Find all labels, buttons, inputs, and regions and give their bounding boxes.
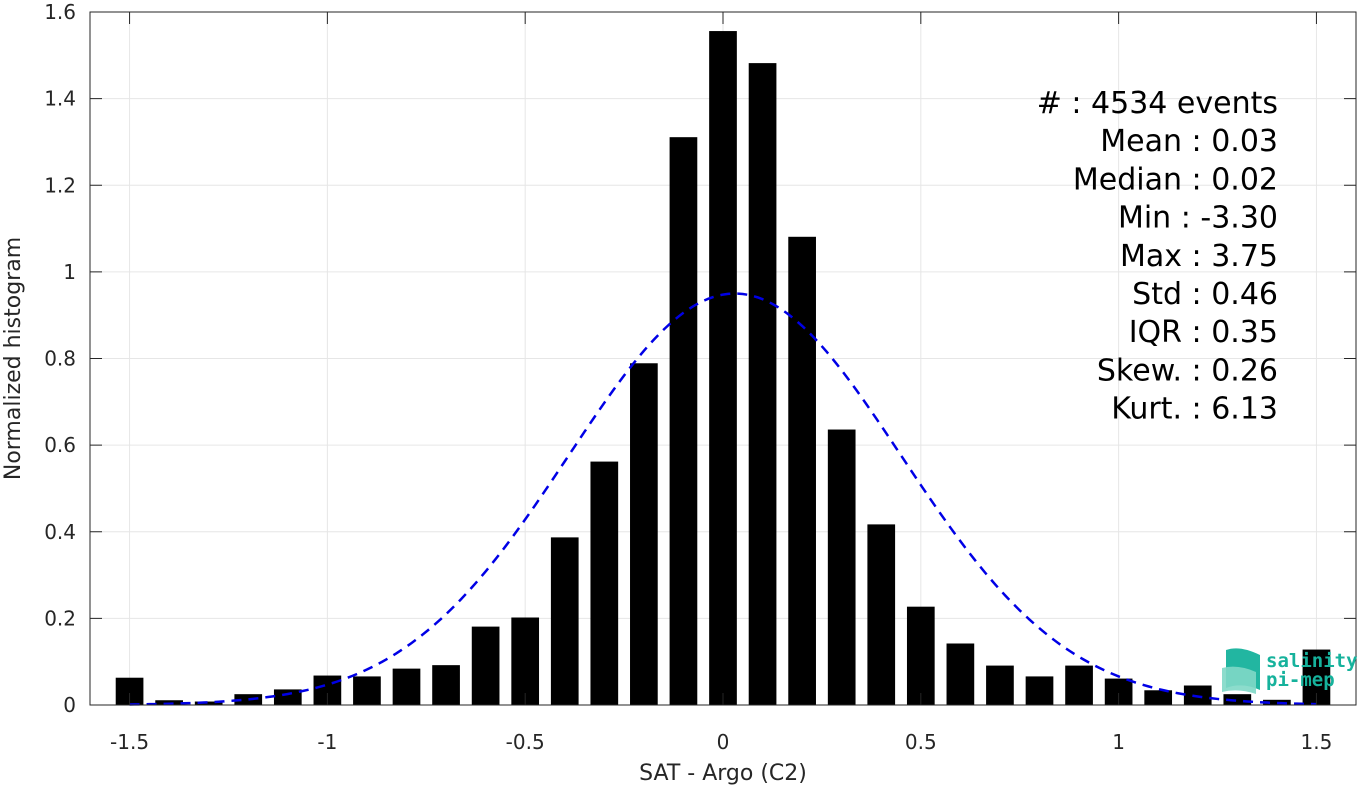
histogram-bar [669, 137, 698, 706]
histogram-bar [827, 429, 856, 705]
y-axis-label: Normalized histogram [1, 237, 26, 480]
x-tick-label: 1.5 [1301, 730, 1333, 754]
histogram-bar [1263, 699, 1291, 705]
y-tick-label: 0.8 [44, 347, 76, 371]
histogram-bar [471, 626, 500, 705]
histogram-bar [630, 363, 658, 705]
x-tick-label: -0.5 [506, 730, 545, 754]
stat-line: # : 4534 events [1037, 86, 1278, 121]
salinity-pimep-logo: salinity pi-mep [1222, 648, 1358, 694]
histogram-bar [590, 461, 619, 705]
histogram-bar [1065, 665, 1093, 705]
y-tick-label: 0.4 [44, 520, 76, 544]
logo-mark-icon [1222, 648, 1260, 694]
histogram-bar [986, 665, 1014, 705]
y-tick-label: 1.2 [44, 173, 76, 197]
histogram-bar [709, 31, 737, 706]
y-tick-label: 1 [63, 260, 76, 284]
y-tick-label: 1.6 [44, 0, 76, 24]
x-tick-label: -1.5 [110, 730, 149, 754]
x-axis-label: SAT - Argo (C2) [639, 761, 807, 786]
y-tick-label: 0.6 [44, 433, 76, 457]
stat-line: IQR : 0.35 [1129, 315, 1278, 350]
histogram-bar [788, 236, 816, 705]
x-tick-label: 0 [717, 730, 730, 754]
logo-line2: pi-mep [1266, 669, 1335, 691]
stat-line: Min : -3.30 [1118, 201, 1278, 236]
histogram-bar [511, 617, 540, 705]
x-tick-label: -1 [317, 730, 337, 754]
histogram-bar [194, 701, 223, 705]
histogram-bar [748, 63, 777, 705]
axis-ticks [90, 11, 1356, 706]
stat-line: Mean : 0.03 [1100, 124, 1278, 159]
stat-line: Std : 0.46 [1132, 277, 1278, 312]
y-tick-labels: 0 0.2 0.4 0.6 0.8 1 1.2 1.4 1.6 [44, 0, 76, 717]
fit-curve [129, 292, 1317, 706]
x-tick-label: 1 [1112, 730, 1125, 754]
histogram-bar [1223, 694, 1252, 705]
histogram-bar [946, 643, 975, 705]
histogram-bar [234, 694, 263, 705]
stat-line: Median : 0.02 [1073, 162, 1278, 197]
histogram-bar [906, 606, 935, 705]
stat-line: Max : 3.75 [1120, 239, 1278, 274]
stat-line: Skew. : 0.26 [1097, 353, 1278, 388]
stat-line: Kurt. : 6.13 [1111, 392, 1278, 427]
histogram-bar [432, 665, 460, 705]
histogram-bar [1025, 676, 1054, 705]
histogram-bar [273, 689, 302, 705]
x-tick-label: 0.5 [905, 730, 937, 754]
y-tick-label: 1.4 [44, 87, 76, 111]
histogram-bar [550, 537, 579, 705]
histogram-bar [392, 668, 421, 705]
y-tick-label: 0 [63, 693, 76, 717]
histogram-bars [115, 31, 1331, 706]
x-tick-labels: -1.5 -1 -0.5 0 0.5 1 1.5 [110, 730, 1332, 754]
histogram-bar [1144, 690, 1173, 705]
histogram-bar [353, 676, 381, 705]
y-tick-label: 0.2 [44, 606, 76, 630]
histogram-bar [867, 524, 896, 705]
logo-line1: salinity [1266, 650, 1358, 672]
